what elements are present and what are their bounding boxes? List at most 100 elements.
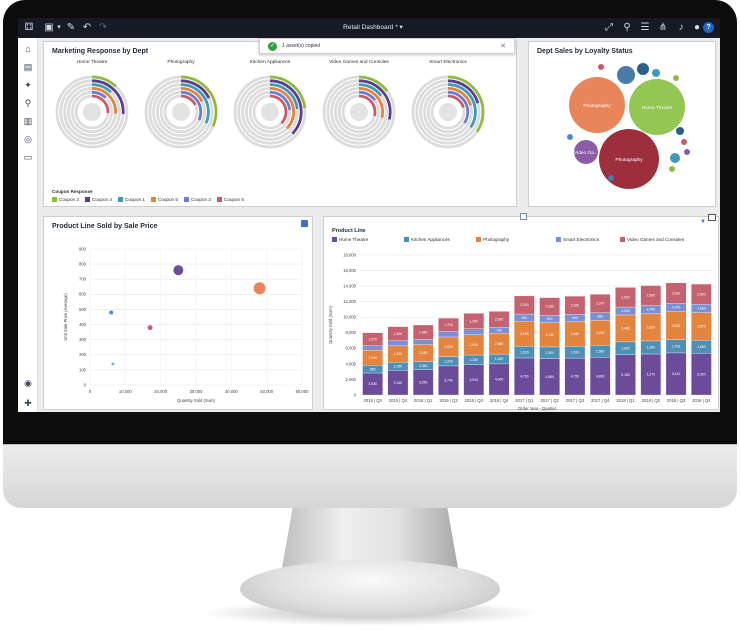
scatter-point[interactable] xyxy=(253,282,266,295)
bar-segment[interactable] xyxy=(514,295,535,315)
bubble-small xyxy=(567,134,573,140)
panel-title: Product Line xyxy=(332,228,366,234)
bar-segment[interactable] xyxy=(362,332,383,346)
y-tick-label: 8,000 xyxy=(346,330,357,335)
filter-icon[interactable]: ▼ xyxy=(700,219,706,225)
dashboard-title[interactable]: Retail Dashboard * ▾ xyxy=(318,18,428,38)
legend-swatch xyxy=(404,237,409,243)
legend-item[interactable]: Coupon 5 xyxy=(151,197,178,203)
legend-item[interactable]: Coupon 6 xyxy=(217,197,244,203)
scatter-point[interactable] xyxy=(147,325,153,331)
radial-bar xyxy=(59,79,125,145)
y-tick-label: 900 xyxy=(79,246,87,251)
bubble-small xyxy=(608,175,614,181)
donut-center xyxy=(261,103,279,121)
radial-bar xyxy=(430,94,466,130)
search-icon[interactable]: ⚲ xyxy=(24,98,32,108)
bar-segment[interactable] xyxy=(362,345,383,351)
bar-value-label: 5,350 xyxy=(697,372,706,376)
x-tick-label: 2018 | Q2 xyxy=(642,398,661,403)
bar-segment[interactable] xyxy=(640,285,662,306)
edit-pencil-icon[interactable]: ✎ xyxy=(66,22,76,33)
legend-swatch xyxy=(332,237,337,243)
bar-segment[interactable] xyxy=(589,294,611,313)
donut-label: Home Theatre xyxy=(76,60,108,65)
bar-segment[interactable] xyxy=(615,287,636,308)
bar-value-label: 1,560 xyxy=(596,350,605,354)
bar-segment[interactable] xyxy=(691,283,712,305)
undo-icon[interactable]: ↶ xyxy=(82,22,92,33)
radial-bar xyxy=(63,83,121,141)
user-avatar-icon[interactable]: ● xyxy=(693,22,701,33)
legend-item[interactable]: Smart Electronics xyxy=(556,237,599,243)
bar-segment[interactable] xyxy=(387,326,409,341)
bar-segment[interactable] xyxy=(463,313,485,329)
bar-segment[interactable] xyxy=(488,311,510,328)
help-icon[interactable]: ? xyxy=(703,22,714,33)
app-menu-icon[interactable]: ⚃ xyxy=(24,22,34,33)
bar-segment[interactable] xyxy=(387,340,409,346)
legend-item[interactable]: Home Theatre xyxy=(332,237,368,243)
expand-icon[interactable] xyxy=(708,214,716,221)
bar-value-label: 1,050 xyxy=(394,365,403,369)
bar-segment[interactable] xyxy=(665,282,687,304)
legend-item[interactable]: Coupon 4 xyxy=(85,197,112,203)
bar-value-label: 3,180 xyxy=(571,332,580,336)
bar-value-label: 2,370 xyxy=(596,302,605,306)
scatter-point[interactable] xyxy=(109,310,114,315)
chevron-down-icon[interactable]: ▾ xyxy=(57,24,61,31)
assistant-icon[interactable]: ◉ xyxy=(24,378,32,388)
bar-value-label: 3,190 xyxy=(520,332,529,336)
add-icon[interactable]: ✚ xyxy=(24,398,32,408)
bar-value-label: 2,320 xyxy=(571,303,580,307)
scatter-point[interactable] xyxy=(111,362,115,366)
bar-segment[interactable] xyxy=(438,331,459,338)
explore-icon[interactable]: ◎ xyxy=(24,134,32,144)
bar-value-label: 1,700 xyxy=(672,345,681,349)
save-icon[interactable]: ▣ xyxy=(44,22,54,33)
legend-item[interactable]: Kitchen Appliances xyxy=(404,237,450,243)
panel-menu-icon[interactable] xyxy=(301,220,308,227)
bar-segment[interactable] xyxy=(564,295,586,315)
redo-icon[interactable]: ↷ xyxy=(98,22,108,33)
x-tick-label: 60,000 xyxy=(296,389,309,394)
legend-item[interactable]: Photography xyxy=(476,237,509,243)
scatter-panel[interactable]: Product Line Sold by Sale Price 0 100 200 3… xyxy=(43,216,313,410)
window-icon[interactable]: ▭ xyxy=(23,152,33,162)
bar-value-label: 1,520 xyxy=(571,350,580,354)
radial-bar xyxy=(422,86,474,138)
legend-swatch xyxy=(151,197,156,203)
legend-item[interactable]: Video Games and Consoles xyxy=(620,237,684,243)
bar-segment[interactable] xyxy=(539,297,560,316)
stacked-bar-panel[interactable]: Product Line ▼ Home Theatre Kitchen Appli… xyxy=(323,213,719,411)
bar-value-label: 3,230 xyxy=(596,331,605,335)
pin-icon[interactable]: ✦ xyxy=(24,80,32,90)
share-icon[interactable]: ⋔ xyxy=(658,22,668,33)
bar-segment[interactable] xyxy=(412,324,434,340)
bar-value-label: 985 xyxy=(370,367,376,371)
fullscreen-icon[interactable]: ⤢ xyxy=(605,22,613,33)
filter-settings-icon[interactable]: ☰ xyxy=(640,22,650,33)
pin-tool-icon[interactable]: ⚲ xyxy=(623,22,631,33)
y-tick-label: 400 xyxy=(79,322,87,327)
bar-value-label: 1,680 xyxy=(697,345,706,349)
close-icon[interactable]: ✕ xyxy=(500,43,506,50)
panel-title: Dept Sales by Loyalty Status xyxy=(537,48,633,55)
bar-value-label: 1,675 xyxy=(368,337,377,341)
bar-segment[interactable] xyxy=(438,317,459,332)
layout-icon[interactable]: ▤ xyxy=(23,62,33,72)
legend-item[interactable]: Coupon 1 xyxy=(118,197,145,203)
loyalty-panel[interactable]: Dept Sales by Loyalty Status Photography… xyxy=(528,41,716,207)
notification-bell-icon[interactable]: ♪ xyxy=(678,22,684,33)
bar-value-label: 940 xyxy=(572,316,578,320)
legend-label: Smart Electronics xyxy=(563,237,599,242)
move-handle-icon[interactable] xyxy=(520,213,527,220)
legend-item[interactable]: Coupon 3 xyxy=(184,197,211,203)
chart-icon[interactable]: ▥ xyxy=(23,116,33,126)
home-icon[interactable]: ⌂ xyxy=(25,44,31,54)
scatter-point[interactable] xyxy=(173,265,184,276)
bar-segment[interactable] xyxy=(412,339,434,345)
legend-item[interactable]: Coupon 2 xyxy=(52,197,79,203)
marketing-response-panel[interactable]: Marketing Response by Dept Home Theatre P… xyxy=(43,41,517,207)
bar-segment[interactable] xyxy=(463,328,485,335)
